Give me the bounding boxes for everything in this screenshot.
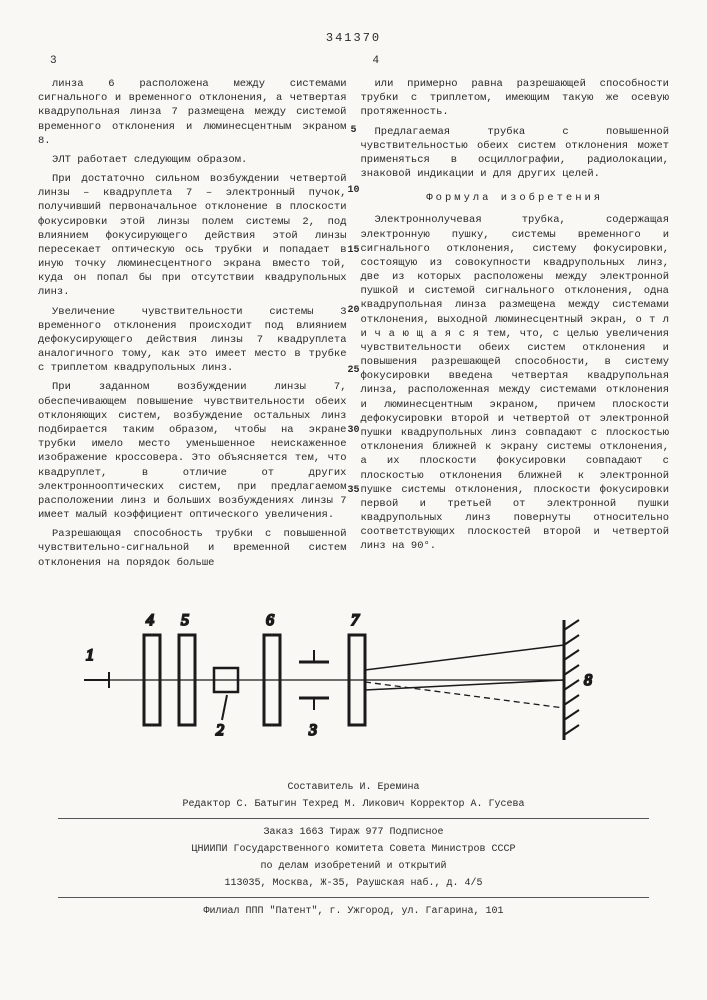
divider — [58, 897, 649, 898]
fig-label-4: 4 — [146, 612, 154, 629]
line-number: 25 — [347, 364, 359, 378]
line-number: 10 — [347, 184, 359, 198]
fig-label-6: 6 — [266, 612, 274, 629]
left-column: 3 линза 6 расположена между системами си… — [38, 54, 347, 575]
page-number-left: 3 — [38, 54, 347, 69]
fig-label-2: 2 — [216, 722, 224, 739]
footer-order: Заказ 1663 Тираж 977 Подписное — [38, 825, 669, 840]
paragraph: При достаточно сильном возбуждении четве… — [38, 172, 347, 300]
paragraph: Электроннолучевая трубка, содержащая эле… — [361, 213, 670, 553]
line-number: 15 — [347, 244, 359, 258]
document-number: 341370 — [38, 30, 669, 46]
fig-label-5: 5 — [181, 612, 189, 629]
footer-editors: Редактор С. Батыгин Техред М. Ликович Ко… — [38, 797, 669, 812]
divider — [58, 818, 649, 819]
footer-org: ЦНИИПИ Государственного комитета Совета … — [38, 842, 669, 857]
text-columns: 5 10 15 20 25 30 35 3 линза 6 расположен… — [38, 54, 669, 575]
line-number: 20 — [347, 304, 359, 318]
fig-label-8: 8 — [584, 672, 592, 689]
schematic-figure: 1 4 5 2 6 — [38, 600, 669, 750]
paragraph: Увеличение чувствительности системы 3 вр… — [38, 305, 347, 376]
footer-org2: по делам изобретений и открытий — [38, 859, 669, 874]
right-column: 4 или примерно равна разрешающей способн… — [361, 54, 670, 575]
paragraph: или примерно равна разрешающей способнос… — [361, 77, 670, 120]
footer-branch: Филиал ППП "Патент", г. Ужгород, ул. Гаг… — [38, 904, 669, 919]
line-number: 35 — [347, 484, 359, 498]
fig-label-1: 1 — [86, 647, 94, 664]
footer: Составитель И. Еремина Редактор С. Батыг… — [38, 780, 669, 919]
paragraph: Разрешающая способность трубки с повышен… — [38, 527, 347, 570]
fig-label-7: 7 — [351, 612, 360, 629]
fig-label-3: 3 — [308, 722, 317, 739]
paragraph: ЭЛТ работает следующим образом. — [38, 153, 347, 167]
page-number-right: 4 — [361, 54, 670, 69]
paragraph: При заданном возбуждении линзы 7, обеспе… — [38, 380, 347, 522]
paragraph: Предлагаемая трубка с повышенной чувстви… — [361, 125, 670, 182]
footer-addr: 113035, Москва, Ж-35, Раушская наб., д. … — [38, 876, 669, 891]
formula-title: Формула изобретения — [361, 191, 670, 205]
footer-author: Составитель И. Еремина — [38, 780, 669, 795]
line-number: 5 — [350, 124, 356, 138]
paragraph: линза 6 расположена между системами сигн… — [38, 77, 347, 148]
line-number: 30 — [347, 424, 359, 438]
